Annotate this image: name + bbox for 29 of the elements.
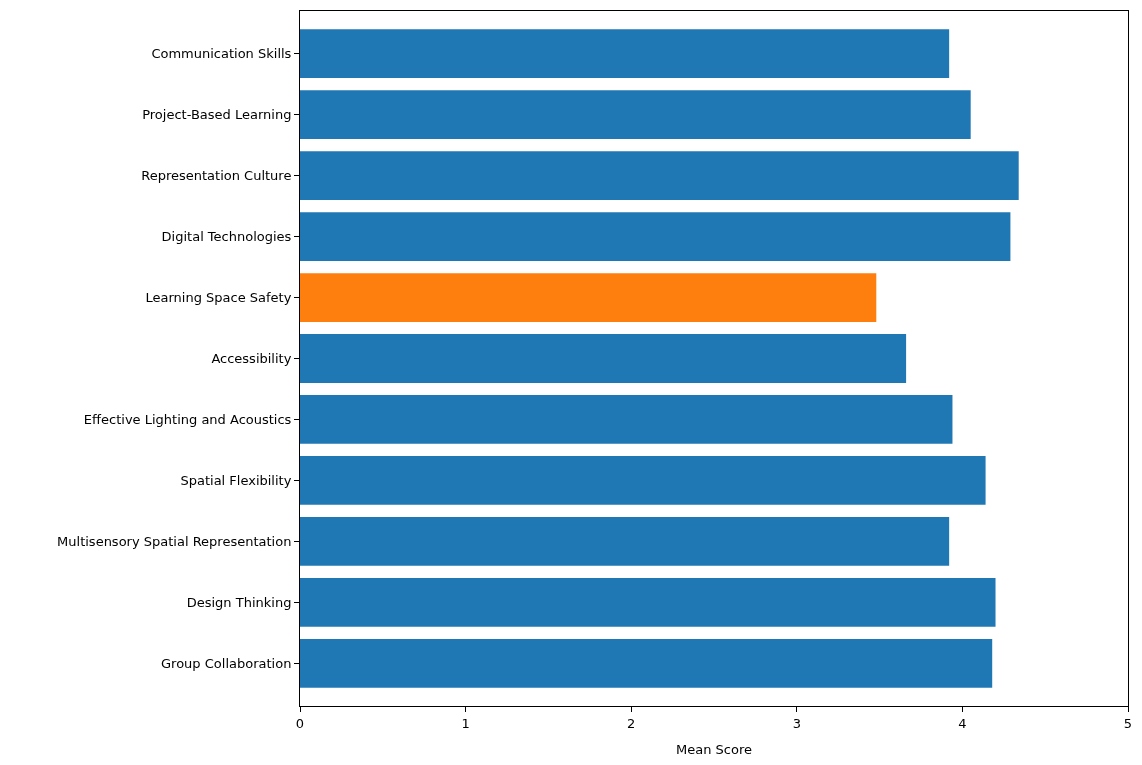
x-tick-label: 3 (792, 715, 801, 731)
y-tick-label: Learning Space Safety (145, 290, 292, 306)
bar (300, 517, 950, 566)
x-tick-label: 1 (461, 715, 470, 731)
x-axis-title: Mean Score (676, 742, 752, 758)
y-tick-label: Group Collaboration (161, 655, 292, 671)
y-tick-label: Project-Based Learning (142, 107, 292, 123)
bar (300, 212, 1011, 261)
bar (300, 456, 986, 505)
y-tick-label: Representation Culture (141, 168, 292, 184)
x-tick-label: 5 (1123, 715, 1133, 731)
y-tick-label: Spatial Flexibility (180, 472, 292, 488)
x-tick-label: 0 (295, 715, 305, 731)
bar (300, 29, 950, 79)
bar (300, 577, 996, 627)
bar (300, 90, 971, 140)
y-tick-label: Effective Lighting and Acoustics (83, 412, 292, 428)
bar (300, 151, 1019, 200)
bar (300, 395, 953, 444)
y-tick-label: Communication Skills (151, 46, 292, 62)
x-tick-label: 2 (627, 715, 636, 731)
y-tick-label: Multisensory Spatial Representation (57, 533, 292, 549)
y-tick-label: Design Thinking (186, 594, 292, 610)
bar (300, 334, 907, 383)
x-tick-label: 4 (958, 715, 967, 731)
y-tick-label: Digital Technologies (161, 229, 292, 245)
y-tick-label: Accessibility (211, 351, 292, 367)
bar (300, 273, 877, 322)
bar (300, 638, 993, 688)
